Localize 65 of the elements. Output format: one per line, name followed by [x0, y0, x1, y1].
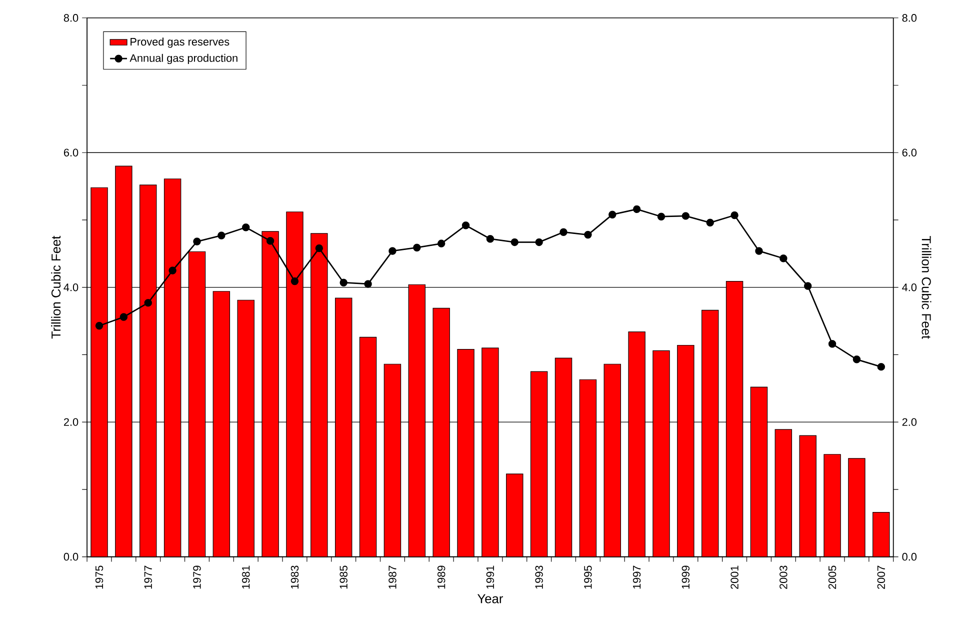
- point: [437, 240, 446, 248]
- point: [315, 244, 324, 252]
- y2-tick-label: 6.0: [902, 148, 917, 156]
- x-tick-label: 2007: [877, 566, 886, 589]
- x-tick-label: 1993: [535, 566, 543, 588]
- point: [657, 212, 666, 220]
- point: [388, 246, 396, 255]
- point: [144, 298, 152, 307]
- y2-tick-label: 0.0: [902, 552, 917, 560]
- point: [340, 278, 348, 286]
- point: [780, 254, 788, 262]
- x-tick-label: 1997: [632, 566, 641, 588]
- x-tick-label: 2005: [828, 566, 836, 589]
- point: [95, 322, 104, 330]
- point: [535, 238, 543, 246]
- y-tick-label: 8.0: [64, 14, 78, 22]
- point: [486, 234, 494, 243]
- y-tick-label: 0.0: [64, 552, 78, 560]
- x-tick-label: 1989: [437, 566, 446, 588]
- point: [290, 277, 299, 285]
- point: [706, 218, 714, 226]
- point: [852, 355, 861, 364]
- x-tick-label: 1979: [193, 566, 201, 588]
- point: [462, 221, 470, 230]
- point: [584, 230, 592, 238]
- x-tick-label: 1995: [584, 566, 592, 588]
- y2-tick-label: 4.0: [902, 283, 917, 292]
- x-tick-label: 1985: [340, 566, 348, 588]
- point: [608, 210, 616, 218]
- point: [193, 238, 201, 246]
- point: [510, 238, 518, 246]
- y-tick-label: 6.0: [64, 148, 78, 156]
- point: [413, 244, 421, 252]
- legend-label: Proved gas reserves: [130, 37, 230, 48]
- y-axis-title: Trillion Cubic Feet: [51, 236, 61, 339]
- point: [828, 340, 836, 348]
- x-tick-label: 1987: [388, 566, 396, 588]
- x-tick-label: 1999: [682, 566, 690, 588]
- x-tick-label: 1991: [486, 566, 494, 588]
- y2-tick-label: 8.0: [902, 14, 917, 22]
- point: [266, 236, 274, 245]
- y-tick-label: 4.0: [64, 283, 78, 292]
- x-tick-label: 1975: [95, 566, 104, 588]
- point: [755, 246, 763, 255]
- point: [560, 228, 568, 236]
- x-tick-label: 1981: [242, 566, 250, 588]
- point: [804, 282, 812, 290]
- x-tick-label: 1983: [290, 566, 299, 588]
- point: [682, 212, 690, 220]
- point: [632, 205, 641, 213]
- point: [120, 312, 128, 321]
- point: [218, 231, 226, 240]
- x-tick-label: 1977: [144, 566, 152, 588]
- point: [168, 266, 176, 274]
- y2-tick-label: 2.0: [902, 418, 917, 426]
- legend-label: Annual gas production: [130, 54, 238, 64]
- point: [730, 211, 738, 219]
- point: [242, 223, 250, 232]
- y2-axis-title: Trillion Cubic Feet: [922, 236, 932, 339]
- x-tick-label: 2001: [730, 566, 738, 589]
- y-tick-label: 2.0: [64, 418, 78, 426]
- x-tick-label: 2003: [780, 566, 788, 589]
- point: [877, 362, 886, 371]
- point: [364, 280, 372, 288]
- x-axis-title: Year: [477, 594, 503, 604]
